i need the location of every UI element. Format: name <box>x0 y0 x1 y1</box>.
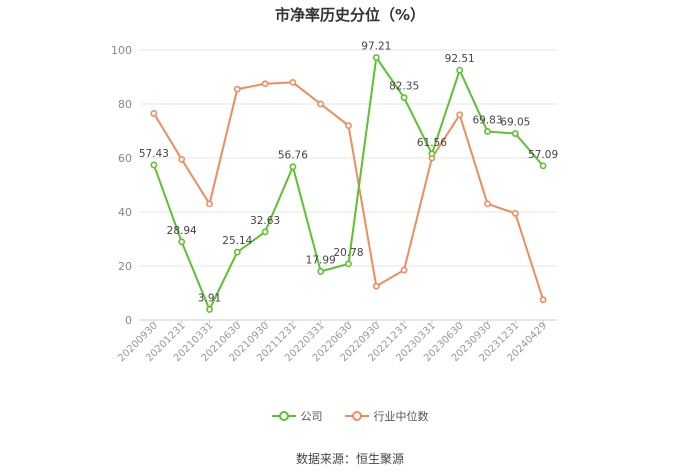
legend-swatch-company <box>271 411 296 421</box>
y-tick-label: 20 <box>118 260 132 273</box>
legend: 公司 行业中位数 <box>0 408 700 424</box>
series-point-0 <box>233 248 241 256</box>
series-point-0 <box>261 228 269 236</box>
series-point-0 <box>178 238 186 246</box>
y-tick-label: 80 <box>118 98 132 111</box>
series-point-0 <box>317 268 325 275</box>
series-point-1 <box>150 110 158 117</box>
series-point-1 <box>400 266 408 274</box>
series-point-0 <box>150 161 158 169</box>
data-label: 3.91 <box>198 292 221 304</box>
series-point-0 <box>206 306 213 313</box>
series-point-0 <box>372 54 380 61</box>
data-label: 32.63 <box>250 215 280 227</box>
series-point-1 <box>456 111 464 119</box>
data-label: 82.35 <box>389 81 419 93</box>
series-point-0 <box>456 66 464 74</box>
data-label: 56.76 <box>278 150 308 162</box>
series-point-1 <box>317 100 325 108</box>
data-label: 57.09 <box>528 149 558 161</box>
legend-label-industry-median: 行业中位数 <box>373 410 429 423</box>
series-point-1 <box>178 155 186 163</box>
y-tick-label: 40 <box>118 206 132 219</box>
series-point-0 <box>511 130 519 137</box>
series-point-1 <box>261 80 269 88</box>
series-point-1 <box>289 79 297 86</box>
y-tick-label: 0 <box>125 314 132 327</box>
series-point-1 <box>233 85 241 93</box>
data-label: 69.83 <box>472 114 502 126</box>
data-label: 57.43 <box>139 148 169 160</box>
series-point-0 <box>484 128 491 135</box>
y-tick-label: 60 <box>118 152 132 165</box>
series-point-1 <box>206 200 213 208</box>
y-tick-label: 100 <box>111 44 132 57</box>
data-label: 61.56 <box>417 137 447 149</box>
series-point-0 <box>345 260 352 268</box>
series-point-1 <box>511 209 519 217</box>
chart-title: 市净率历史分位（%） <box>274 6 426 24</box>
legend-label-company: 公司 <box>300 410 323 423</box>
series-point-0 <box>400 94 408 102</box>
series-point-1 <box>484 200 491 208</box>
series-point-1 <box>372 282 380 290</box>
data-label: 17.99 <box>306 254 336 266</box>
series-point-1 <box>539 296 547 304</box>
data-label: 92.51 <box>445 53 475 65</box>
series-point-0 <box>539 162 547 170</box>
data-label: 69.05 <box>500 117 530 129</box>
legend-item-company[interactable]: 公司 <box>271 408 323 424</box>
series-point-1 <box>345 122 352 129</box>
series-line-0 <box>152 56 544 311</box>
data-source: 数据来源：恒生聚源 <box>295 452 404 466</box>
series-point-0 <box>289 163 297 171</box>
legend-swatch-industry-median <box>344 411 369 421</box>
data-label: 25.14 <box>222 235 252 247</box>
data-label: 20.78 <box>333 247 363 259</box>
data-label: 97.21 <box>361 41 391 53</box>
legend-item-industry-median[interactable]: 行业中位数 <box>344 408 429 424</box>
data-label: 28.94 <box>167 225 197 237</box>
series-point-0 <box>428 150 436 158</box>
